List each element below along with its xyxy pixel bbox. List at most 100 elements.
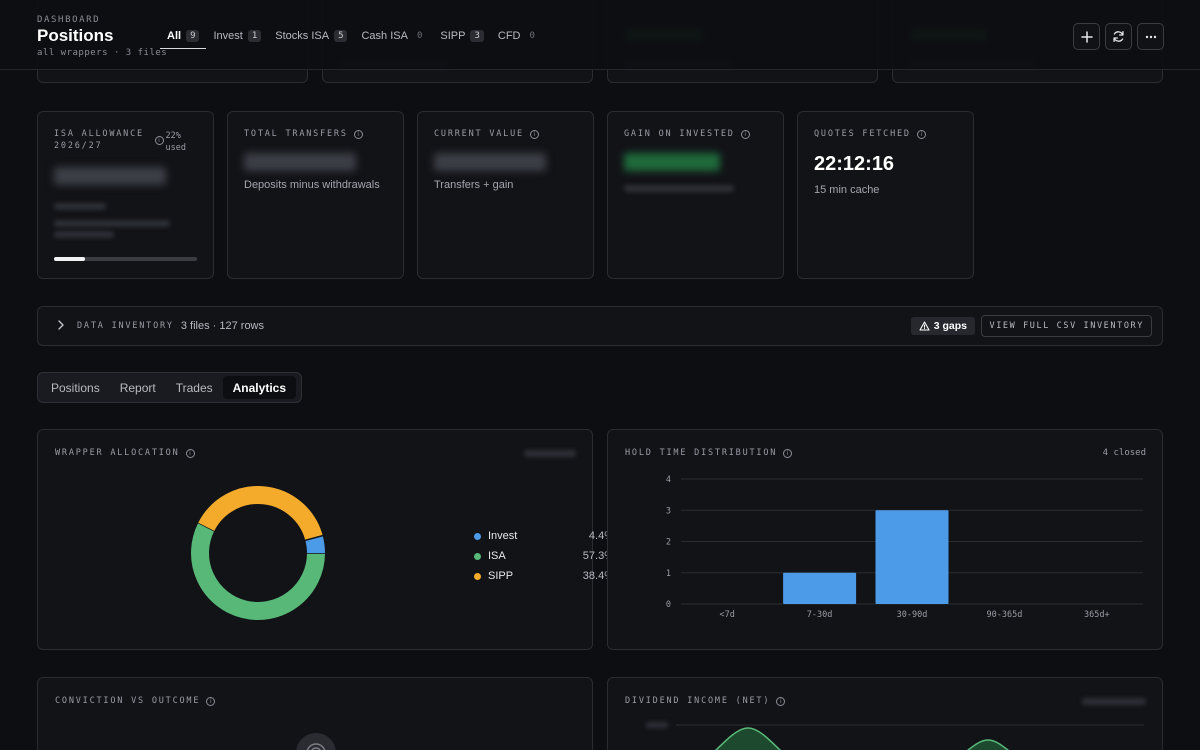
tab-label: Cash ISA [361,30,408,42]
inventory-meta: 3 files · 127 rows [180,320,265,332]
tab-cash-isa[interactable]: Cash ISA 0 [354,24,433,48]
isa-allowance-progress [54,257,197,261]
chevron-right-icon[interactable] [57,319,65,333]
legend-swatch [474,572,481,580]
data-inventory-bar[interactable]: DATA INVENTORY 3 files · 127 rows 3 gaps… [37,306,1163,346]
gain-on-invested-card: GAIN ON INVESTED i [607,111,784,279]
isa-used-indicator: i 22% used [154,130,186,154]
blurred-value [244,153,356,171]
refresh-button[interactable] [1105,23,1132,50]
card-label: CURRENT VALUE i [434,129,577,139]
hold-time-bar-chart: 0 1 2 3 4 <7d 7-30d 30-90d 90-365d 365d+ [666,475,1143,620]
info-icon[interactable]: i [783,448,793,458]
quotes-fetched-card: QUOTES FETCHED i 22:12:16 15 min cache [797,111,974,279]
donut-slice-invest[interactable] [305,535,325,555]
card-label: QUOTES FETCHED i [814,129,957,139]
tab-all[interactable]: All 9 [160,24,207,49]
card-label-text: TOTAL TRANSFERS [244,129,348,139]
info-icon[interactable]: i [185,448,195,458]
view-tabs: Positions Report Trades Analytics [37,372,302,403]
tab-label: All [167,30,182,42]
panel-title: CONVICTION VS OUTCOME [55,696,201,706]
card-label-line: ISA ALLOWANCE [54,129,144,139]
tab-count-badge: 5 [334,30,348,42]
info-icon[interactable]: i [916,129,926,139]
isa-used-word: used [165,143,186,153]
gaps-badge[interactable]: 3 gaps [910,317,975,335]
donut-slice-isa[interactable] [191,522,325,620]
total-transfers-card: TOTAL TRANSFERS i Deposits minus withdra… [227,111,404,279]
hold-time-panel: HOLD TIME DISTRIBUTION i 4 closed 0 1 2 3 4 <… [607,429,1163,650]
legend-item-invest: Invest 4.4% [474,526,614,546]
tab-label: Stocks ISA [275,30,330,42]
closed-count: 4 closed [1102,448,1146,458]
info-icon[interactable]: i [740,129,750,139]
tab-sipp[interactable]: SIPP 3 [433,24,491,48]
info-icon[interactable]: i [529,129,539,139]
blurred-value [54,167,166,185]
allocation-donut-chart [191,486,327,620]
blurred-value [624,153,720,171]
panel-label: WRAPPER ALLOCATION i [55,448,195,458]
info-icon[interactable]: i [353,129,363,139]
x-tick-label: 30-90d [897,610,928,620]
card-subtext: 15 min cache [814,184,880,196]
progress-fill [54,257,86,261]
tab-cfd[interactable]: CFD 0 [491,24,546,48]
refresh-icon [1113,31,1124,42]
legend-item-sipp: SIPP 38.4% [474,566,614,586]
more-button[interactable] [1137,23,1164,50]
legend-item-isa: ISA 57.3% [474,546,614,566]
blurred-value [434,153,546,171]
info-icon[interactable]: i [776,696,786,706]
tab-count-badge: 1 [247,30,262,42]
info-icon[interactable]: i [154,136,164,145]
panel-label: HOLD TIME DISTRIBUTION i [625,448,793,458]
tab-analytics[interactable]: Analytics [222,376,296,399]
view-csv-inventory-button[interactable]: VIEW FULL CSV INVENTORY [981,315,1152,337]
blurred-sub [624,185,734,192]
tab-trades[interactable]: Trades [175,380,213,395]
tab-positions[interactable]: Positions [51,380,100,395]
page-header: DASHBOARD Positions all wrappers · 3 fil… [0,0,1200,70]
x-tick-label: 7-30d [807,610,833,620]
more-horizontal-icon [1145,35,1156,38]
isa-used-pct: 22% [165,131,181,141]
legend-swatch [474,552,481,560]
tab-label: CFD [497,30,521,42]
page-title: Positions [37,26,114,45]
page-subtitle: all wrappers · 3 files [37,48,168,58]
card-subtext: Deposits minus withdrawals [244,179,380,191]
legend-value: 38.4% [582,570,614,582]
conviction-empty-icon [296,733,336,750]
inventory-label: DATA INVENTORY [77,321,174,331]
tab-stocks-isa[interactable]: Stocks ISA 5 [268,24,354,48]
card-label: TOTAL TRANSFERS i [244,129,387,139]
tab-count-badge: 0 [529,31,535,41]
tab-report[interactable]: Report [119,380,156,395]
y-tick-label: 1 [666,569,671,579]
y-tick-label: 4 [666,475,671,485]
donut-slice-sipp[interactable] [198,486,323,541]
legend-label: Invest [488,530,518,542]
card-label: ISA ALLOWANCE 2026/27 [54,129,197,151]
panel-label: DIVIDEND INCOME (NET) i [625,696,786,706]
legend-label: SIPP [488,570,514,582]
bar-7-30d[interactable] [783,572,857,604]
legend-value: 57.3% [582,550,614,562]
panel-title: WRAPPER ALLOCATION [55,448,180,458]
blurred-sub [54,203,106,210]
page-eyebrow: DASHBOARD [37,15,101,25]
tab-count-badge: 3 [470,30,484,42]
panel-title: DIVIDEND INCOME (NET) [625,696,771,706]
bar-30-90d[interactable] [875,510,949,604]
tab-invest[interactable]: Invest 1 [206,24,268,48]
tab-count-badge: 9 [186,30,200,42]
info-icon[interactable]: i [206,696,216,706]
add-button[interactable] [1073,23,1100,50]
dividend-area-chart [646,722,1144,750]
gaps-label: 3 gaps [933,320,967,332]
plus-icon [1080,30,1093,43]
tab-label: Invest [213,30,243,42]
donut-slice-gap [304,534,324,542]
